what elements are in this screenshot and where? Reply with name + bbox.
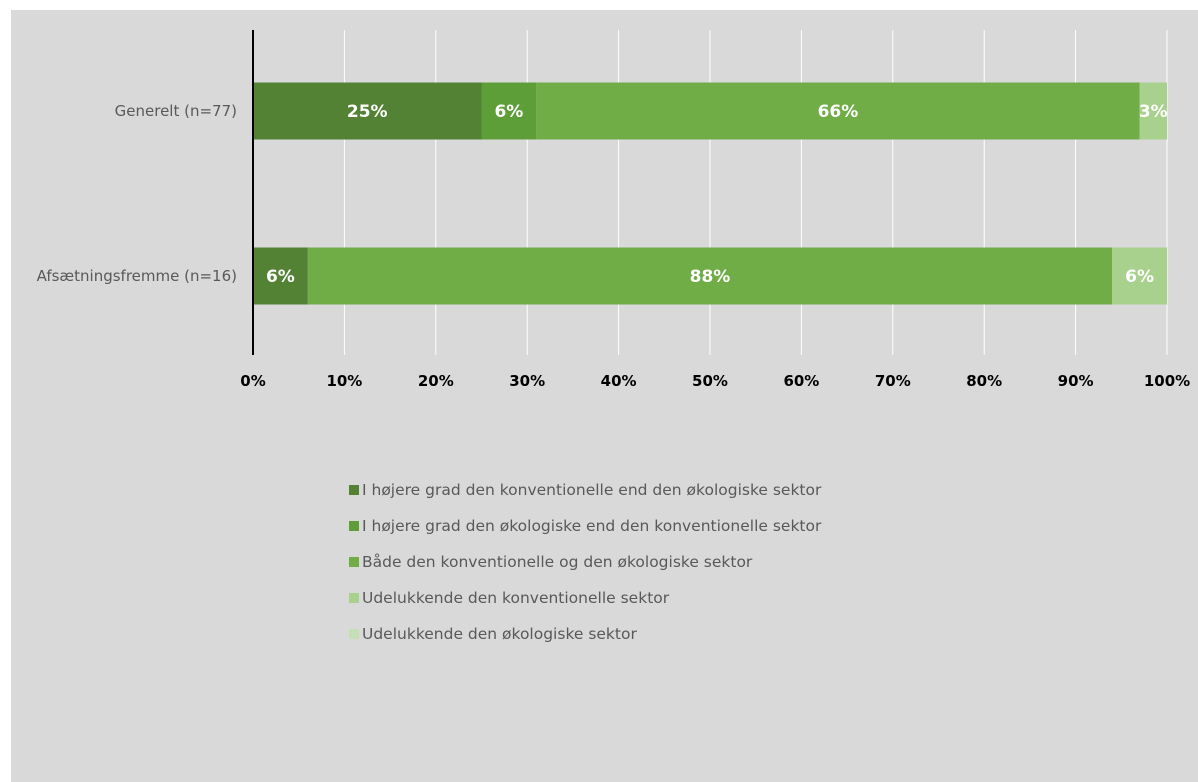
data-label: 66% <box>818 102 859 122</box>
legend-label: I højere grad den økologiske end den kon… <box>362 517 822 535</box>
x-tick-label: 80% <box>966 372 1002 390</box>
legend-label: Udelukkende den økologiske sektor <box>362 625 637 643</box>
x-tick-label: 50% <box>692 372 728 390</box>
x-tick-label: 30% <box>509 372 545 390</box>
legend-swatch <box>349 593 359 603</box>
bar-segment <box>1112 247 1167 305</box>
stacked-bar-chart: 25% 6% 66% 3% Generelt (n=77) 6% 88% 6% Afsætnin… <box>37 30 1190 643</box>
data-label: 6% <box>266 267 295 287</box>
data-label: 88% <box>690 267 731 287</box>
x-tick-label: 20% <box>418 372 454 390</box>
category-label: Afsætningsfremme (n=16) <box>37 267 237 285</box>
x-tick-label: 90% <box>1058 372 1094 390</box>
x-tick-label: 60% <box>783 372 819 390</box>
bar-segment <box>253 247 308 305</box>
data-label: 6% <box>494 102 523 122</box>
category-label: Generelt (n=77) <box>115 102 237 120</box>
legend-swatch <box>349 485 359 495</box>
bar-segment <box>253 82 482 140</box>
chart-area: 25% 6% 66% 3% Generelt (n=77) 6% 88% 6% Afsætnin… <box>11 10 1198 782</box>
legend-label: Udelukkende den konventionelle sektor <box>362 589 670 607</box>
bar-segment <box>1139 82 1167 140</box>
data-label: 25% <box>347 102 388 122</box>
x-tick-label: 100% <box>1144 372 1190 390</box>
legend-label: Både den konventionelle og den økologisk… <box>362 553 753 571</box>
x-tick-label: 70% <box>875 372 911 390</box>
data-label: 3% <box>1139 102 1168 122</box>
data-label: 6% <box>1125 267 1154 287</box>
x-tick-label: 40% <box>601 372 637 390</box>
legend-label: I højere grad den konventionelle end den… <box>362 481 822 499</box>
legend-swatch <box>349 629 359 639</box>
x-tick-label: 10% <box>326 372 362 390</box>
legend-swatch <box>349 521 359 531</box>
legend-swatch <box>349 557 359 567</box>
bar-segment <box>481 82 537 140</box>
bar-segment <box>536 82 1140 140</box>
bar-segment <box>307 247 1113 305</box>
x-tick-label: 0% <box>240 372 265 390</box>
